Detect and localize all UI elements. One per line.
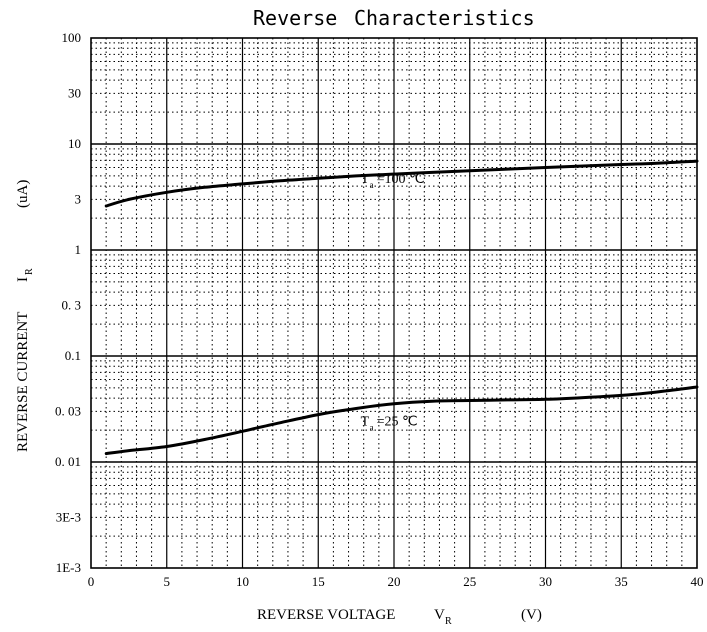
y-tick-label: 0. 3 [62, 297, 82, 312]
x-tick-label: 20 [388, 574, 401, 589]
x-tick-label: 15 [312, 574, 325, 589]
x-tick-label: 5 [164, 574, 171, 589]
annotation-symbol: T [361, 172, 370, 187]
x-tick-label: 40 [691, 574, 704, 589]
y-axis-symbol: I [15, 277, 31, 282]
annotation-value: =25 ℃ [377, 415, 418, 430]
annotation-subscript: a [370, 423, 374, 433]
x-axis-label: REVERSE VOLTAGE V R (V) [257, 607, 542, 627]
x-axis-subscript: R [445, 616, 452, 627]
y-tick-label: 100 [62, 30, 82, 45]
x-tick-label: 0 [88, 574, 95, 589]
y-tick-label: 3 [75, 191, 82, 206]
y-tick-label: 3E-3 [56, 509, 81, 524]
x-tick-labels: 0 5 10 15 20 25 30 35 40 [88, 574, 704, 589]
plot-frame [90, 37, 698, 569]
annotation-subscript: a [370, 180, 374, 190]
annotation-value: =100 ℃ [377, 172, 425, 187]
annotation-symbol: T [361, 415, 370, 430]
series-line-1 [104, 159, 699, 208]
chart-title-part1: Reverse [253, 6, 337, 30]
series-lines [104, 159, 699, 456]
x-tick-label: 35 [615, 574, 628, 589]
x-axis-symbol: V [434, 607, 445, 623]
series-line-2 [104, 385, 699, 456]
x-axis-unit: (V) [521, 607, 542, 623]
y-tick-label: 1 [75, 242, 82, 257]
major-grid [91, 38, 697, 568]
y-axis-unit: (uA) [15, 180, 31, 208]
y-tick-labels: 100 30 10 3 1 0. 3 0.1 0. 03 0. 01 3E-3 1E-3 [55, 30, 81, 575]
y-tick-label: 1E-3 [56, 560, 81, 575]
x-axis-label-text: REVERSE VOLTAGE [257, 607, 395, 623]
y-tick-label: 0.1 [65, 348, 81, 363]
chart-title: Reverse Characteristics [253, 6, 535, 30]
y-axis-subscript: R [24, 268, 35, 275]
y-tick-label: 10 [68, 136, 81, 151]
x-tick-label: 30 [539, 574, 552, 589]
x-tick-label: 25 [463, 574, 476, 589]
chart-title-part2: Characteristics [354, 6, 535, 30]
y-tick-label: 0. 01 [55, 454, 81, 469]
x-tick-label: 10 [236, 574, 249, 589]
y-axis-label-text: REVERSE CURRENT [15, 312, 31, 452]
y-tick-label: 0. 03 [55, 403, 81, 418]
y-tick-label: 30 [68, 85, 81, 100]
y-axis-label: REVERSE CURRENT I R (uA) [15, 180, 35, 452]
